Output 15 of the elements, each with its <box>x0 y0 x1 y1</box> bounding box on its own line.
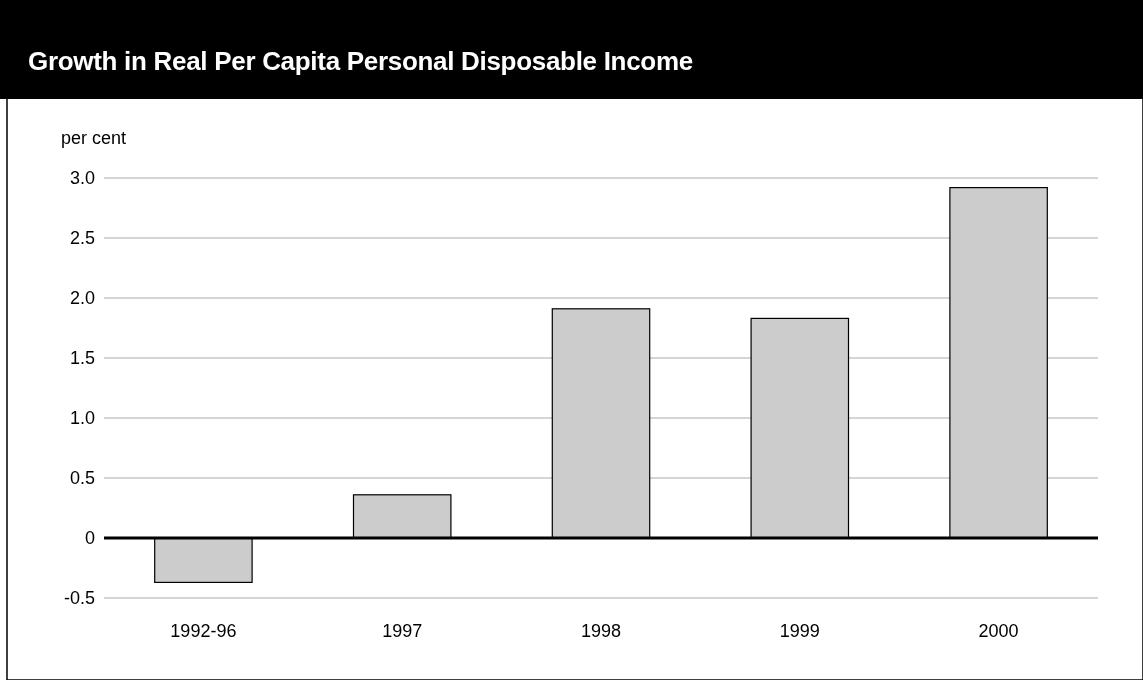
x-tick-label: 1998 <box>580 621 622 641</box>
y-tick-label: 0.5 <box>69 468 95 489</box>
y-axis-title: per cent <box>61 128 127 148</box>
y-tick-label: 2.5 <box>69 228 95 249</box>
chart-title: Growth in Real Per Capita Personal Disposable Income <box>28 46 693 76</box>
x-tick-label: 1992-96 <box>170 621 237 641</box>
y-tick-label: 1.0 <box>69 408 95 429</box>
y-tick-label: 1.5 <box>69 348 95 369</box>
y-tick-label: -0.5 <box>63 588 95 609</box>
y-tick-label: 3.0 <box>69 168 95 189</box>
x-tick-label: 1999 <box>779 621 820 641</box>
x-tick-label: 2000 <box>978 621 1019 641</box>
x-tick-label: 1997 <box>382 621 423 641</box>
y-tick-label: 2.0 <box>69 288 95 309</box>
y-tick-label: 0 <box>84 528 95 549</box>
